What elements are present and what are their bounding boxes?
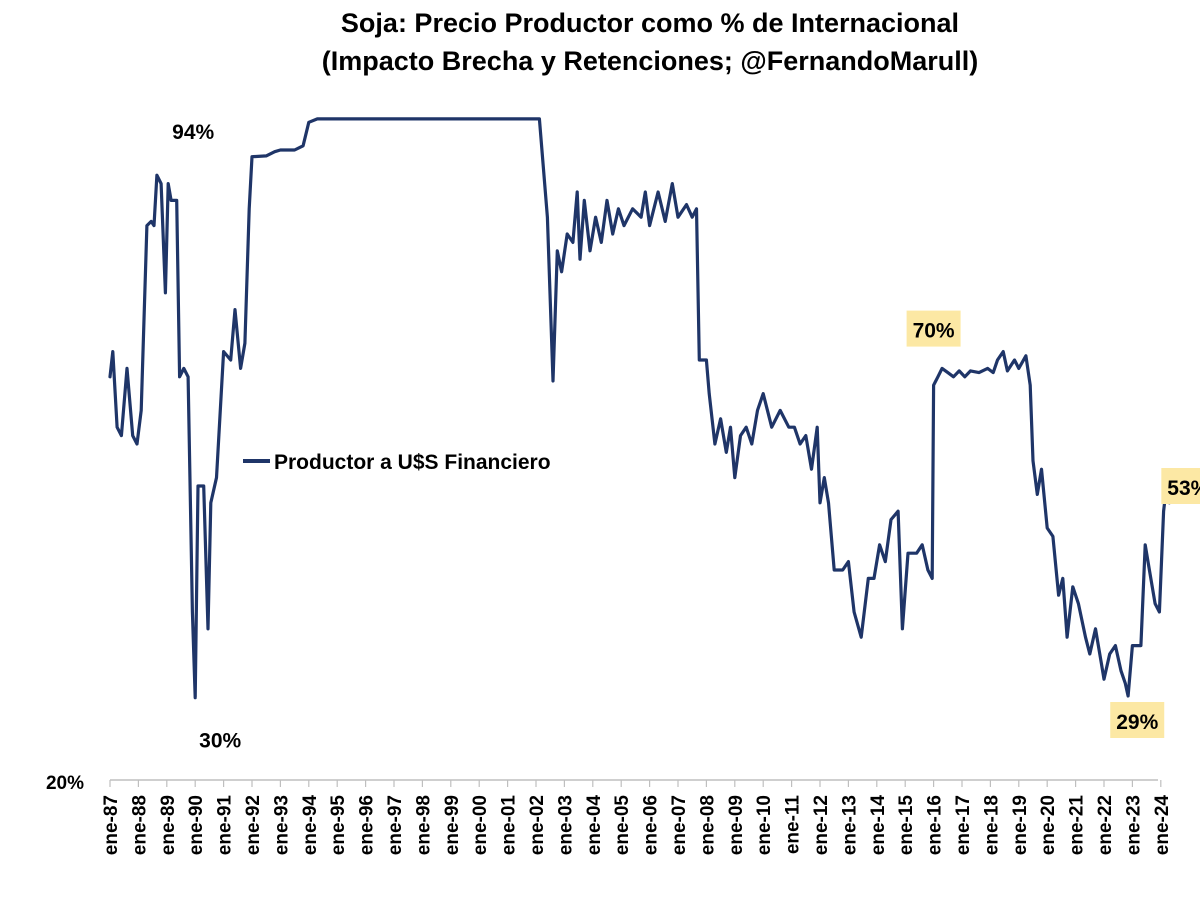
x-tick-label: ene-94 (300, 795, 321, 856)
chart-title: Soja: Precio Productor como % de Interna… (0, 4, 1200, 80)
annotation-text: 70% (913, 320, 955, 343)
x-tick-label: ene-11 (783, 795, 804, 855)
chart-title-line1: Soja: Precio Productor como % de Interna… (340, 8, 960, 38)
x-tick-label: ene-06 (641, 795, 662, 855)
highlight-label: 29% (1110, 702, 1165, 738)
x-tick-label: ene-15 (896, 795, 917, 856)
x-tick-label: ene-04 (584, 795, 605, 856)
x-tick-label: ene-22 (1095, 795, 1116, 855)
x-tick-label: ene-96 (357, 795, 378, 855)
x-tick-label: ene-13 (839, 795, 860, 855)
x-tick-label: ene-95 (328, 795, 349, 856)
series-layer (108, 117, 1171, 700)
x-tick-label: ene-88 (129, 795, 150, 855)
x-tick-label: ene-09 (726, 795, 747, 855)
x-tick-label: ene-24 (1152, 795, 1173, 856)
annotation-text: 94% (172, 121, 214, 144)
x-tick-label: ene-19 (1010, 795, 1031, 855)
x-tick-label: ene-92 (243, 795, 264, 855)
x-tick-label: ene-12 (811, 795, 832, 855)
annotation-layer: 94% 30% 70% 53% 29% (172, 121, 1200, 753)
x-tick-label: ene-90 (186, 795, 207, 855)
series-line (108, 117, 1171, 700)
legend: Productor a U$S Financiero (243, 451, 551, 474)
x-tick-label: ene-01 (499, 795, 520, 856)
x-tick-label: ene-05 (612, 795, 633, 856)
annotation-text: 29% (1116, 711, 1158, 734)
x-tick-label: ene-00 (470, 795, 491, 855)
x-tick-label: ene-20 (1038, 795, 1059, 855)
y-tick-label: 20% (46, 773, 84, 794)
x-tick-label: ene-03 (555, 795, 576, 855)
x-tick-label: ene-97 (385, 795, 406, 855)
x-tick-label: ene-23 (1123, 795, 1144, 855)
label-highlight-box (1110, 702, 1165, 738)
legend-label: Productor a U$S Financiero (274, 451, 551, 474)
label-highlight-box (906, 310, 961, 347)
x-tick-label: ene-02 (527, 795, 548, 855)
x-tick-label: ene-98 (413, 795, 434, 855)
label-highlight-box (1161, 468, 1200, 504)
x-tick-label: ene-87 (101, 795, 122, 855)
annotation-text: 53% (1167, 477, 1200, 500)
x-tick-label: ene-89 (158, 795, 179, 855)
chart-subtitle: (Impacto Brecha y Retenciones; @Fernando… (321, 46, 979, 76)
x-tick-label: ene-91 (215, 795, 236, 856)
highlight-label: 70% (906, 310, 961, 347)
annotation-text: 30% (199, 730, 241, 753)
data-label: 94% (172, 121, 214, 144)
x-tick-label: ene-17 (953, 795, 974, 855)
x-tick-label: ene-08 (697, 795, 718, 855)
x-tick-label: ene-10 (754, 795, 775, 855)
axis-layer: ene-87 ene-88 ene-89 ene-90 ene-91 ene-92 ene-… (46, 773, 1173, 855)
x-tick-label: ene-16 (925, 795, 946, 855)
x-tick-label: ene-07 (669, 795, 690, 855)
x-tick-label: ene-99 (442, 795, 463, 855)
highlight-label: 53% (1161, 468, 1200, 504)
x-tick-label: ene-21 (1067, 795, 1088, 856)
x-tick-label: ene-18 (981, 795, 1002, 855)
data-label: 30% (199, 730, 241, 753)
x-tick-label: ene-93 (271, 795, 292, 855)
x-tick-label: ene-14 (868, 795, 889, 856)
